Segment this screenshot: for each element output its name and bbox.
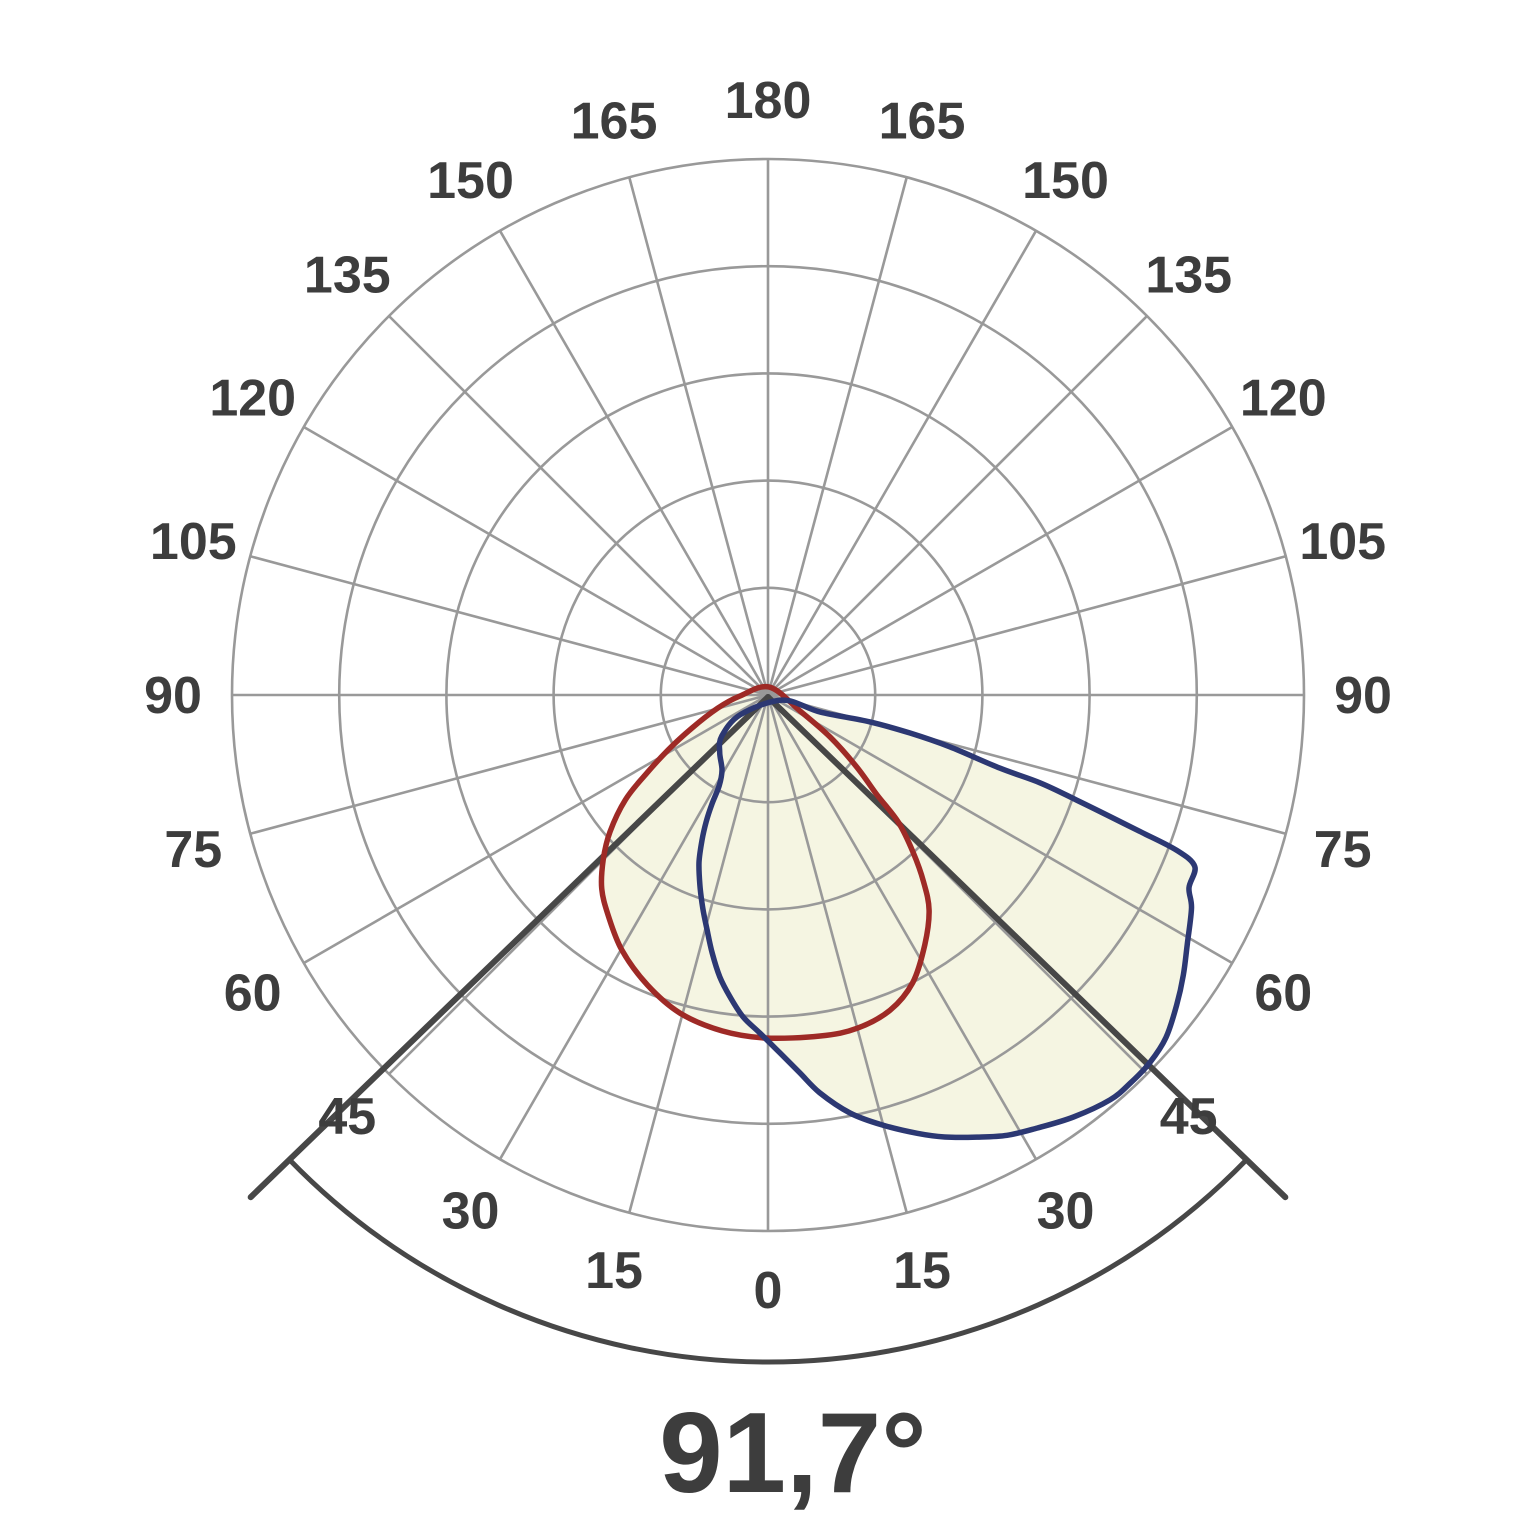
grid-ring <box>230 157 1306 1233</box>
beam-limit-line <box>247 694 771 1201</box>
angle-label: 120 <box>209 370 296 428</box>
angle-label: 105 <box>1299 513 1386 571</box>
angle-label: 45 <box>318 1088 376 1146</box>
angle-label: 30 <box>1037 1183 1095 1241</box>
angle-label: 45 <box>1160 1088 1218 1146</box>
angle-label: 135 <box>1145 247 1232 305</box>
angle-label: 165 <box>571 93 658 151</box>
grid-ring <box>659 586 877 804</box>
curve-red <box>598 683 932 1042</box>
angle-label: 165 <box>879 93 966 151</box>
lobe-fill-layer <box>601 686 1196 1138</box>
angle-label: 90 <box>1334 667 1392 725</box>
angle-label: 75 <box>1314 821 1372 879</box>
angle-label: 105 <box>150 513 237 571</box>
beam-angle-arc <box>287 1157 1249 1365</box>
beam-angle-value: 91,7° <box>659 1390 926 1517</box>
angle-label: 30 <box>442 1183 500 1241</box>
angle-label: 90 <box>144 667 202 725</box>
beam-limit-line <box>765 694 1289 1201</box>
angle-label: 120 <box>1240 370 1327 428</box>
angle-label: 180 <box>725 72 812 130</box>
angle-label: 150 <box>1022 152 1109 210</box>
curve-blue-fill <box>698 700 1196 1138</box>
angle-label: 15 <box>585 1242 643 1300</box>
angle-label: 60 <box>1254 965 1312 1023</box>
curve-blue <box>696 697 1198 1141</box>
angle-label: 150 <box>427 152 514 210</box>
angle-label: 0 <box>754 1262 783 1320</box>
grid-ring <box>445 372 1091 1018</box>
angle-label: 75 <box>164 821 222 879</box>
angle-label: 135 <box>304 247 391 305</box>
angle-label: 60 <box>224 965 282 1023</box>
beam-angle-layer <box>247 694 1289 1365</box>
angle-label: 15 <box>893 1242 951 1300</box>
intensity-curves-layer <box>598 683 1198 1141</box>
grid-ring <box>552 479 984 911</box>
grid-ring <box>337 264 1199 1126</box>
